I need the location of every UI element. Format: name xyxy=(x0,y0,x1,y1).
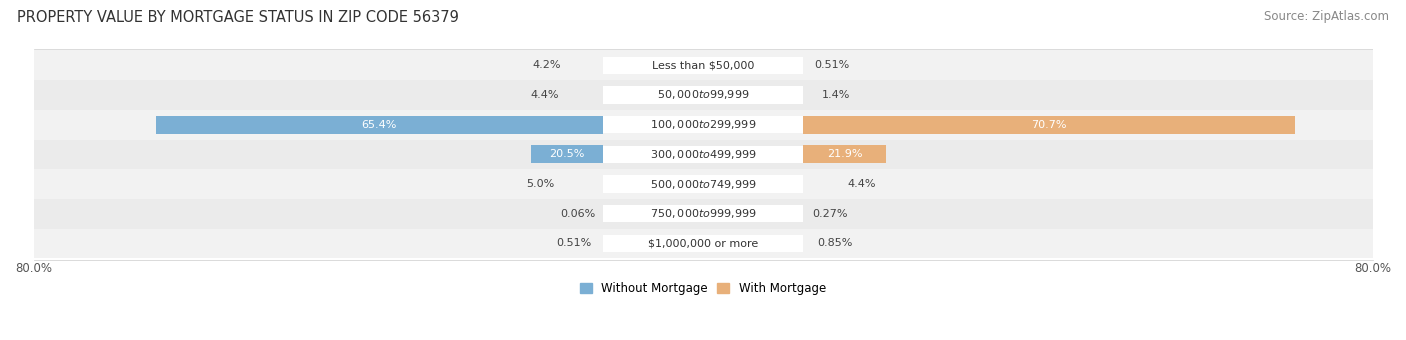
Bar xyxy=(34,139,1372,169)
Text: 0.51%: 0.51% xyxy=(814,60,849,70)
Text: Source: ZipAtlas.com: Source: ZipAtlas.com xyxy=(1264,10,1389,23)
Bar xyxy=(603,146,803,163)
Text: $750,000 to $999,999: $750,000 to $999,999 xyxy=(650,207,756,220)
Text: $50,000 to $99,999: $50,000 to $99,999 xyxy=(657,88,749,102)
Text: 0.85%: 0.85% xyxy=(817,238,852,249)
Bar xyxy=(34,199,1372,228)
Text: 4.4%: 4.4% xyxy=(846,179,876,189)
Text: Less than $50,000: Less than $50,000 xyxy=(652,60,754,70)
Text: $100,000 to $299,999: $100,000 to $299,999 xyxy=(650,118,756,131)
Text: 0.51%: 0.51% xyxy=(557,238,592,249)
Text: 4.4%: 4.4% xyxy=(530,90,560,100)
Bar xyxy=(34,110,1372,139)
Bar xyxy=(34,169,1372,199)
Bar xyxy=(34,50,1372,80)
Bar xyxy=(603,86,803,104)
Text: 65.4%: 65.4% xyxy=(361,120,396,130)
Text: 20.5%: 20.5% xyxy=(550,149,585,159)
Text: 1.4%: 1.4% xyxy=(823,90,851,100)
Bar xyxy=(603,205,803,222)
Bar xyxy=(34,228,1372,258)
Text: $300,000 to $499,999: $300,000 to $499,999 xyxy=(650,148,756,161)
Legend: Without Mortgage, With Mortgage: Without Mortgage, With Mortgage xyxy=(575,278,831,300)
Text: PROPERTY VALUE BY MORTGAGE STATUS IN ZIP CODE 56379: PROPERTY VALUE BY MORTGAGE STATUS IN ZIP… xyxy=(17,10,458,25)
Text: 5.0%: 5.0% xyxy=(526,179,554,189)
Bar xyxy=(156,116,603,134)
Bar xyxy=(603,56,803,74)
Text: 4.2%: 4.2% xyxy=(533,60,561,70)
Text: $500,000 to $749,999: $500,000 to $749,999 xyxy=(650,177,756,190)
Text: 70.7%: 70.7% xyxy=(1031,120,1067,130)
Bar xyxy=(531,146,603,163)
Text: $1,000,000 or more: $1,000,000 or more xyxy=(648,238,758,249)
Bar xyxy=(603,175,803,193)
Text: 0.06%: 0.06% xyxy=(560,209,595,219)
Text: 0.27%: 0.27% xyxy=(813,209,848,219)
Bar xyxy=(803,116,1295,134)
Bar xyxy=(34,80,1372,110)
Text: 21.9%: 21.9% xyxy=(827,149,863,159)
Bar xyxy=(603,235,803,252)
Bar xyxy=(803,146,886,163)
Bar xyxy=(603,116,803,133)
